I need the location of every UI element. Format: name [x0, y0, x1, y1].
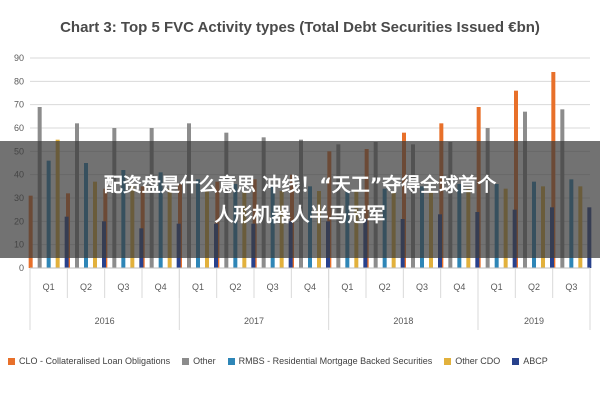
x-tick-label: Q4: [304, 282, 316, 292]
y-tick-label: 0: [19, 263, 24, 273]
x-tick-label: Q3: [416, 282, 428, 292]
x-tick-label: Q1: [341, 282, 353, 292]
x-tick-label: Q4: [155, 282, 167, 292]
legend-label: ABCP: [523, 356, 548, 366]
overlay-line-2: 人形机器人半马冠军: [214, 203, 386, 226]
legend-swatch: [8, 357, 15, 365]
y-tick-label: 80: [14, 76, 24, 86]
x-tick-label: Q2: [229, 282, 241, 292]
legend-label: RMBS - Residential Mortgage Backed Secur…: [238, 356, 433, 366]
legend-item: Other: [182, 356, 216, 366]
legend-item: RMBS - Residential Mortgage Backed Secur…: [227, 356, 433, 366]
legend-label: CLO - Collateralised Loan Obligations: [19, 356, 171, 366]
x-tick-label: Q2: [379, 282, 391, 292]
x-tick-label: Q4: [453, 282, 465, 292]
year-label: 2018: [393, 316, 413, 326]
y-tick-label: 90: [14, 53, 24, 63]
x-tick-label: Q2: [80, 282, 92, 292]
x-tick-label: Q3: [117, 282, 129, 292]
chart-title: Chart 3: Top 5 FVC Activity types (Total…: [60, 19, 540, 36]
x-tick-label: Q1: [43, 282, 55, 292]
x-tick-label: Q1: [192, 282, 204, 292]
legend-item: Other CDO: [444, 356, 500, 366]
legend-item: CLO - Collateralised Loan Obligations: [8, 356, 170, 366]
x-tick-label: Q2: [528, 282, 540, 292]
year-label: 2019: [524, 316, 544, 326]
overlay-line-1: 配资盘是什么意思 冲线！“天工”夺得全球首个: [103, 173, 497, 196]
legend-swatch: [182, 357, 190, 365]
overlay-banner[interactable]: 配资盘是什么意思 冲线！“天工”夺得全球首个 人形机器人半马冠军: [0, 141, 600, 258]
x-tick-label: Q3: [565, 282, 577, 292]
legend-swatch: [227, 357, 235, 365]
chart-legend: CLO - Collateralised Loan Obligations Oth…: [8, 350, 598, 372]
legend-swatch: [444, 357, 452, 365]
y-tick-label: 60: [14, 123, 24, 133]
legend-item: ABCP: [512, 356, 548, 366]
x-tick-label: Q3: [267, 282, 279, 292]
legend-label: Other CDO: [455, 356, 501, 366]
year-label: 2017: [244, 316, 264, 326]
year-label: 2016: [95, 316, 115, 326]
y-tick-label: 70: [14, 100, 24, 110]
x-tick-label: Q1: [491, 282, 503, 292]
legend-swatch: [512, 357, 520, 365]
legend-label: Other: [193, 356, 216, 366]
